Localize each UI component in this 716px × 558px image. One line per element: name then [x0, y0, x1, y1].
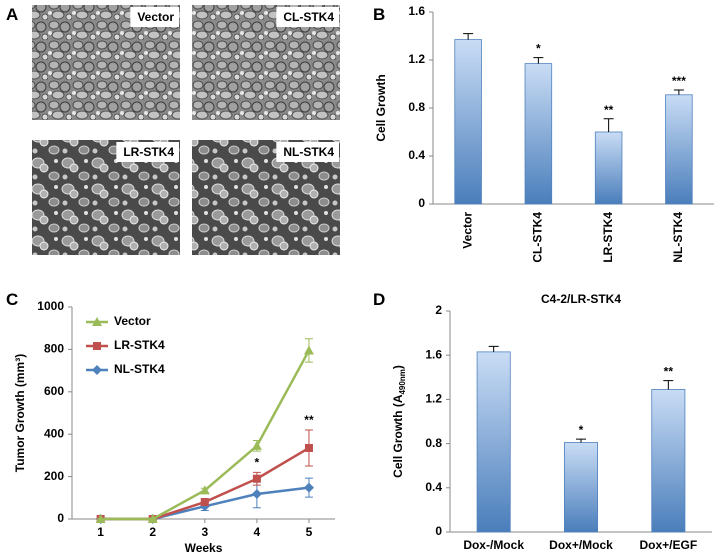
marker	[303, 345, 314, 355]
y-tick-label: 600	[44, 384, 64, 398]
panel-letter: C	[6, 290, 18, 309]
y-tick-label: 0.4	[408, 148, 425, 162]
y-axis-label-part: Cell Growth (A	[391, 394, 405, 478]
bar	[651, 389, 686, 533]
y-tick-label: 0.8	[408, 100, 425, 114]
y-tick-label: 400	[44, 426, 64, 440]
y-tick-label: 800	[44, 342, 64, 356]
x-tick-label: 5	[306, 525, 313, 539]
error-bar	[463, 33, 474, 40]
y-axis-label-part: )	[391, 365, 405, 369]
y-tick-label: 0.4	[425, 480, 442, 494]
significance-label: *	[579, 423, 584, 437]
marker	[147, 514, 158, 523]
y-tick-label: 0	[435, 524, 442, 538]
y-axis-label: Cell Growth (A490nm)	[391, 365, 407, 478]
legend-label: Vector	[114, 314, 151, 328]
y-tick-label: 0	[418, 196, 425, 210]
y-axis-label: Cell Growth	[374, 74, 388, 141]
error-bar	[663, 380, 674, 390]
x-tick-label: Dox+/Mock	[549, 538, 613, 552]
y-tick-label: 1.6	[425, 347, 442, 361]
marker	[200, 498, 209, 507]
y-tick-label: 1.2	[408, 52, 425, 66]
y-tick-label: 1.6	[408, 4, 425, 18]
marker	[93, 342, 101, 350]
y-tick-label: 0	[57, 511, 64, 525]
marker	[92, 317, 102, 326]
error-bar	[488, 345, 499, 352]
significance-label: *	[536, 42, 541, 56]
y-tick-label: 2	[435, 303, 442, 317]
image-label: LR-STK4	[123, 145, 174, 159]
x-tick-label: NL-STK4	[671, 212, 685, 263]
x-tick-label: 4	[254, 525, 261, 539]
image-label: CL-STK4	[283, 10, 334, 24]
error-bar	[533, 57, 544, 64]
panel-letter: D	[373, 290, 385, 309]
image-label: NL-STK4	[283, 145, 334, 159]
y-tick-label: 1.2	[425, 392, 442, 406]
marker	[92, 365, 102, 375]
error-bar	[673, 89, 684, 95]
image-label-box	[276, 142, 339, 162]
bar	[454, 39, 482, 205]
error-bar	[576, 438, 586, 443]
bar	[524, 63, 553, 205]
significance-label: **	[664, 365, 674, 379]
error-bar	[603, 118, 614, 132]
legend-label: LR-STK4	[114, 338, 165, 352]
x-tick-label: 3	[201, 525, 208, 539]
y-tick-label: 1000	[37, 299, 64, 313]
panel-letter: B	[373, 5, 385, 24]
panel-letter: A	[6, 5, 18, 24]
x-tick-label: Dox-/Mock	[463, 538, 524, 552]
image-label-box	[130, 7, 179, 27]
image-label-box	[116, 142, 179, 162]
micrographs	[32, 5, 340, 255]
bar	[476, 351, 511, 533]
bar	[665, 94, 693, 205]
marker	[251, 488, 262, 499]
significance-label: **	[304, 413, 314, 427]
legend-label: NL-STK4	[114, 362, 165, 376]
x-tick-label: 2	[149, 525, 156, 539]
x-tick-label: LR-STK4	[601, 212, 615, 263]
y-axis-label-subscript: 490nm	[398, 369, 407, 394]
marker	[95, 514, 106, 523]
chart-title: C4-2/LR-STK4	[541, 292, 621, 306]
x-axis-label: Weeks	[185, 541, 223, 555]
y-tick-label: 200	[44, 469, 64, 483]
x-tick-label: Dox+/EGF	[639, 538, 697, 552]
image-label: Vector	[137, 10, 174, 24]
significance-label: **	[604, 103, 614, 117]
x-tick-label: 1	[97, 525, 104, 539]
significance-label: ***	[672, 74, 686, 88]
y-tick-label: 0.8	[425, 436, 442, 450]
x-tick-label: Vector	[460, 212, 474, 249]
significance-label: *	[255, 455, 260, 469]
y-axis-label: Tumor Growth (mm³)	[13, 354, 27, 472]
image-label-box	[276, 7, 339, 27]
marker	[304, 443, 313, 452]
marker	[251, 440, 262, 450]
marker	[252, 474, 261, 483]
x-tick-label: CL-STK4	[531, 212, 545, 263]
marker	[199, 485, 210, 495]
bar	[594, 131, 623, 205]
marker	[303, 482, 314, 493]
bar	[564, 442, 598, 533]
